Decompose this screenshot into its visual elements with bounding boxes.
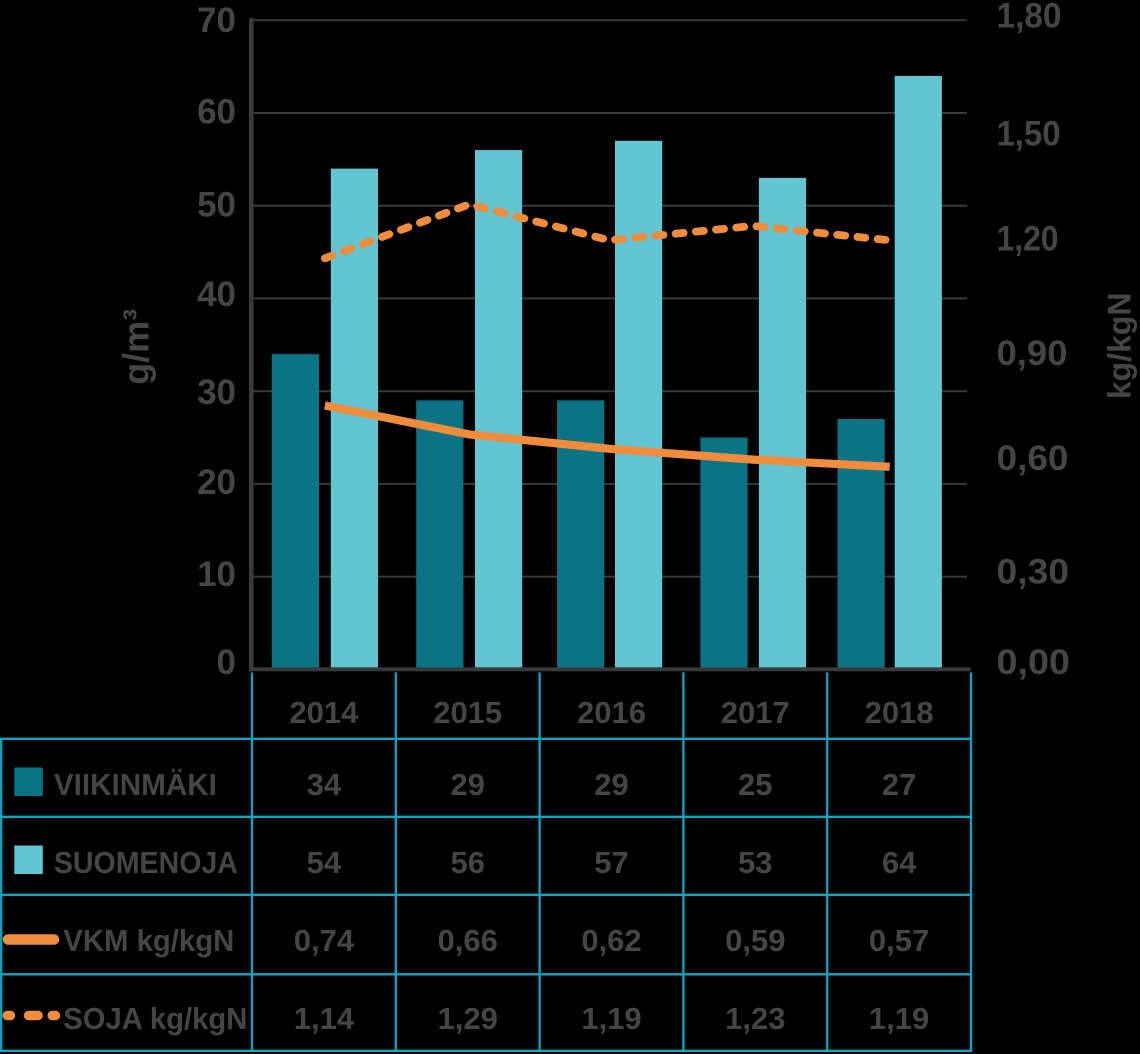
svg-text:54: 54	[307, 845, 342, 880]
svg-text:50: 50	[197, 186, 236, 225]
svg-text:2016: 2016	[577, 695, 646, 730]
svg-text:2014: 2014	[289, 695, 359, 730]
svg-text:64: 64	[882, 845, 917, 880]
svg-text:10: 10	[197, 555, 236, 594]
svg-text:30: 30	[197, 373, 236, 412]
svg-text:25: 25	[738, 767, 772, 802]
svg-text:70: 70	[197, 1, 236, 40]
svg-text:0,90: 0,90	[997, 334, 1068, 373]
svg-text:27: 27	[882, 767, 916, 802]
svg-text:1,19: 1,19	[869, 1001, 929, 1036]
svg-text:60: 60	[197, 93, 236, 132]
svg-text:1,23: 1,23	[725, 1001, 785, 1036]
svg-text:SUOMENOJA: SUOMENOJA	[54, 845, 238, 880]
svg-text:0,66: 0,66	[438, 923, 498, 958]
svg-text:VKM kg/kgN: VKM kg/kgN	[63, 923, 234, 958]
svg-text:53: 53	[738, 845, 772, 880]
svg-text:1,50: 1,50	[997, 115, 1061, 154]
svg-text:1,80: 1,80	[997, 0, 1062, 36]
svg-text:SOJA kg/kgN: SOJA kg/kgN	[63, 1001, 247, 1036]
svg-text:1,20: 1,20	[997, 219, 1059, 258]
svg-text:kg/kgN: kg/kgN	[1102, 292, 1138, 399]
svg-text:1,29: 1,29	[438, 1001, 498, 1036]
svg-text:0,00: 0,00	[997, 643, 1071, 682]
svg-text:1,14: 1,14	[294, 1001, 355, 1036]
svg-text:29: 29	[450, 767, 484, 802]
svg-text:2017: 2017	[721, 695, 790, 730]
svg-text:0,57: 0,57	[869, 923, 929, 958]
svg-text:2015: 2015	[433, 695, 502, 730]
svg-text:56: 56	[450, 845, 484, 880]
svg-text:0,30: 0,30	[997, 552, 1070, 591]
svg-text:2018: 2018	[865, 695, 934, 730]
svg-text:0,60: 0,60	[997, 439, 1069, 478]
svg-text:20: 20	[197, 463, 236, 502]
svg-text:29: 29	[594, 767, 628, 802]
svg-text:57: 57	[594, 845, 628, 880]
svg-text:0,74: 0,74	[294, 923, 355, 958]
svg-text:g/m³: g/m³	[115, 309, 156, 385]
svg-text:40: 40	[197, 275, 236, 314]
svg-text:VIIKINMÄKI: VIIKINMÄKI	[54, 767, 217, 802]
svg-text:0: 0	[217, 643, 236, 682]
svg-text:1,19: 1,19	[581, 1001, 641, 1036]
svg-text:34: 34	[307, 767, 342, 802]
svg-text:0,62: 0,62	[581, 923, 641, 958]
svg-text:0,59: 0,59	[725, 923, 785, 958]
